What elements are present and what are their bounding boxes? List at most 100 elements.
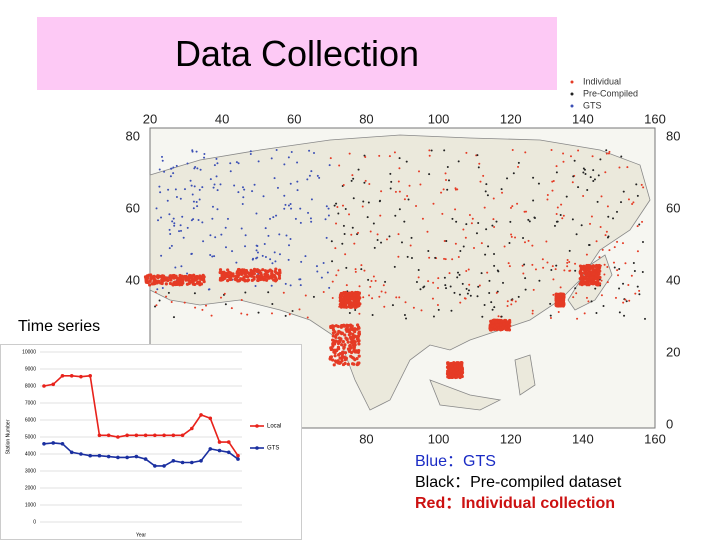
station: [569, 155, 572, 158]
station: [595, 312, 598, 315]
station: [283, 194, 286, 197]
station: [331, 260, 334, 263]
station: [308, 149, 311, 152]
station: [457, 373, 461, 378]
station: [289, 202, 292, 205]
station: [566, 265, 569, 268]
station: [443, 149, 446, 152]
station: [466, 292, 469, 295]
station: [168, 213, 171, 216]
station: [335, 222, 338, 225]
station: [595, 240, 598, 243]
station: [216, 208, 219, 211]
station: [263, 243, 266, 246]
station: [455, 220, 458, 223]
station: [502, 322, 506, 326]
station: [170, 301, 173, 304]
station: [374, 279, 377, 282]
station: [271, 302, 274, 305]
station: [437, 308, 440, 311]
station: [283, 163, 286, 166]
station: [524, 288, 527, 291]
station: [149, 275, 154, 279]
station: [599, 226, 602, 229]
point: [116, 435, 120, 439]
station: [384, 291, 387, 294]
station: [395, 296, 398, 299]
station: [224, 226, 227, 229]
station: [591, 267, 596, 272]
station: [494, 320, 499, 324]
station: [219, 278, 223, 282]
station: [403, 198, 406, 201]
station: [337, 269, 340, 272]
station: [353, 305, 357, 310]
station: [252, 275, 256, 279]
station: [397, 180, 400, 183]
station: [218, 268, 223, 272]
station: [510, 303, 513, 306]
station: [572, 175, 575, 178]
point: [199, 459, 203, 463]
station: [492, 197, 495, 200]
station: [550, 269, 553, 272]
station: [531, 263, 534, 266]
station: [161, 159, 164, 162]
station: [196, 276, 200, 280]
station: [582, 171, 585, 174]
station: [594, 287, 597, 290]
station: [346, 362, 350, 366]
station: [348, 213, 351, 216]
station: [605, 230, 608, 233]
x-tick-label-bottom: 100: [428, 431, 450, 446]
y-tick-label: 0: [33, 519, 36, 525]
station: [432, 202, 435, 205]
station: [339, 293, 343, 298]
y-tick-label-right: 40: [666, 272, 680, 287]
station: [482, 174, 485, 177]
station: [335, 274, 338, 277]
station: [370, 279, 373, 282]
station: [464, 297, 467, 300]
station: [587, 263, 591, 268]
station: [168, 228, 171, 231]
station: [444, 172, 447, 175]
station: [612, 261, 615, 264]
station: [552, 278, 555, 281]
legend-label: Pre-Compiled: [583, 88, 638, 98]
station: [342, 184, 345, 187]
station: [417, 268, 420, 271]
station: [328, 164, 331, 167]
station: [169, 175, 172, 178]
station: [491, 308, 494, 311]
station: [278, 271, 282, 275]
station: [579, 277, 583, 281]
station: [343, 361, 347, 366]
station: [585, 273, 590, 277]
station: [163, 170, 166, 173]
station: [501, 191, 504, 194]
series-line: [43, 374, 239, 457]
station: [508, 241, 511, 244]
station: [419, 288, 422, 291]
station: [509, 206, 512, 209]
station: [531, 312, 534, 315]
point: [162, 464, 166, 468]
station: [175, 196, 178, 199]
station: [252, 272, 257, 276]
station: [304, 294, 307, 297]
station: [349, 326, 353, 330]
station: [275, 149, 278, 152]
station: [393, 151, 396, 154]
station: [154, 305, 157, 308]
station: [500, 315, 503, 318]
station: [357, 168, 360, 171]
station: [398, 167, 401, 170]
station: [264, 227, 267, 230]
station: [195, 201, 198, 204]
station: [497, 315, 500, 318]
station: [170, 244, 173, 247]
station: [261, 254, 264, 257]
station: [357, 231, 360, 234]
station: [243, 272, 247, 276]
